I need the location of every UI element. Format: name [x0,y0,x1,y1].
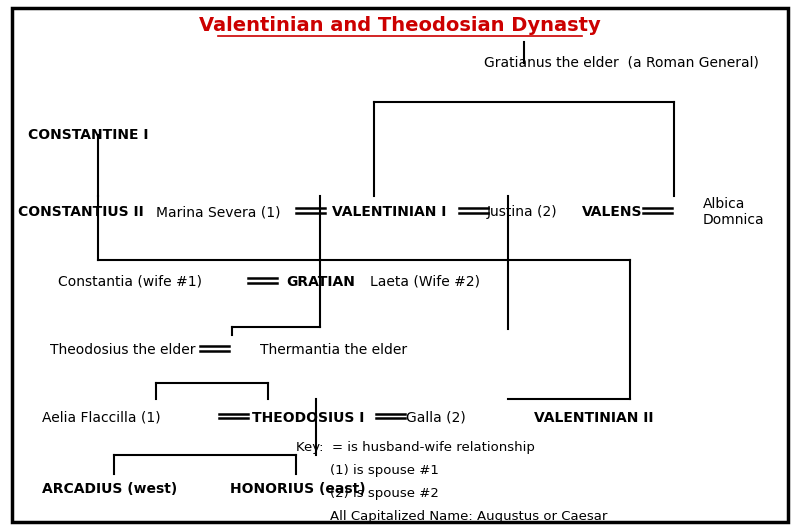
Text: Key:  = is husband-wife relationship: Key: = is husband-wife relationship [296,441,535,454]
Text: (2) is spouse #2: (2) is spouse #2 [296,487,439,500]
Text: Marina Severa (1): Marina Severa (1) [156,205,281,219]
Text: Laeta (Wife #2): Laeta (Wife #2) [370,275,480,289]
Text: CONSTANTIUS II: CONSTANTIUS II [18,205,143,219]
Text: HONORIUS (east): HONORIUS (east) [230,482,366,496]
Text: VALENS: VALENS [582,205,643,219]
Text: Valentinian and Theodosian Dynasty: Valentinian and Theodosian Dynasty [199,16,601,35]
Text: Constantia (wife #1): Constantia (wife #1) [58,275,202,289]
Text: GRATIAN: GRATIAN [286,275,355,289]
Text: (1) is spouse #1: (1) is spouse #1 [296,464,439,477]
Text: Gratianus the elder  (a Roman General): Gratianus the elder (a Roman General) [484,56,759,69]
Text: Albica
Domnica: Albica Domnica [702,197,764,227]
Text: VALENTINIAN II: VALENTINIAN II [534,411,654,425]
Text: Theodosius the elder: Theodosius the elder [50,343,195,357]
Text: All Capitalized Name: Augustus or Caesar: All Capitalized Name: Augustus or Caesar [296,510,607,523]
Text: CONSTANTINE I: CONSTANTINE I [28,128,149,142]
Text: THEODOSIUS I: THEODOSIUS I [252,411,364,425]
Text: VALENTINIAN I: VALENTINIAN I [332,205,446,219]
Text: Thermantia the elder: Thermantia the elder [260,343,407,357]
Text: Aelia Flaccilla (1): Aelia Flaccilla (1) [42,411,160,425]
Text: Galla (2): Galla (2) [406,411,466,425]
Text: Justina (2): Justina (2) [486,205,557,219]
Text: ARCADIUS (west): ARCADIUS (west) [42,482,177,496]
